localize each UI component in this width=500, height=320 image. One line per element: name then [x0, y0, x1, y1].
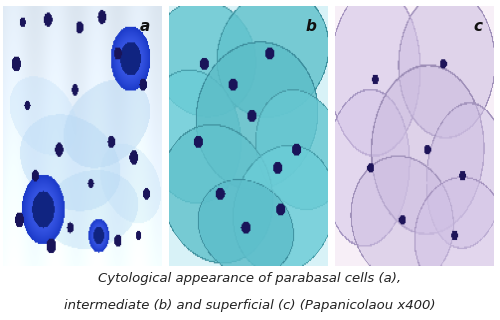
Text: a: a [140, 19, 150, 34]
Text: Cytological appearance of parabasal cells (a),: Cytological appearance of parabasal cell… [98, 272, 402, 285]
Text: b: b [306, 19, 317, 34]
Text: intermediate (b) and superficial (c) (Papanicolaou x400): intermediate (b) and superficial (c) (Pa… [64, 299, 436, 312]
Text: c: c [474, 19, 483, 34]
